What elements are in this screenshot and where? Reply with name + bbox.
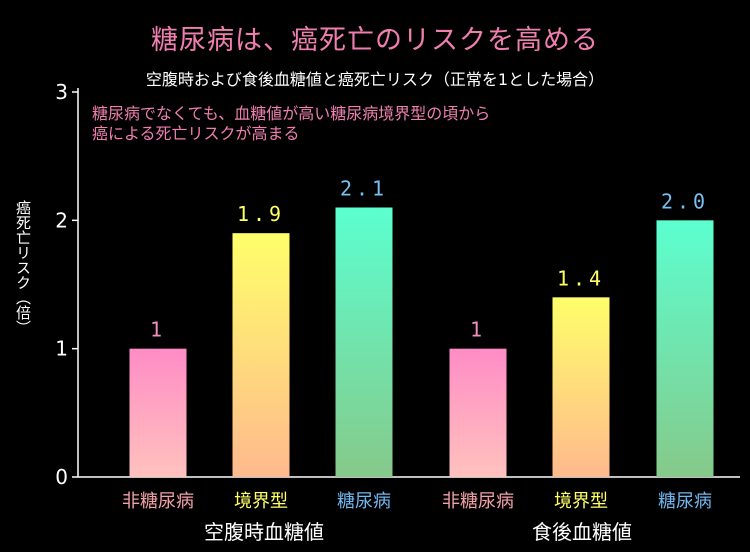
bar bbox=[129, 348, 187, 477]
annotation-line-1: 糖尿病でなくても、血糖値が高い糖尿病境界型の頃から bbox=[92, 104, 491, 123]
annotation-line-2: 癌による死亡リスクが高まる bbox=[92, 124, 300, 143]
bar bbox=[449, 348, 507, 477]
bar-value-label: 1 bbox=[150, 318, 166, 342]
bar bbox=[335, 207, 393, 477]
bar-value-label: 1.4 bbox=[557, 266, 605, 290]
chart-subtitle: 空腹時および食後血糖値と癌死亡リスク（正常を1とした場合） bbox=[145, 70, 605, 89]
x-category-label: 非糖尿病 bbox=[122, 491, 194, 512]
bar bbox=[232, 233, 290, 477]
y-tick-label: 3 bbox=[55, 80, 68, 104]
bar bbox=[552, 297, 610, 477]
bar-value-label: 1 bbox=[470, 318, 486, 342]
x-category-label: 糖尿病 bbox=[337, 491, 391, 512]
chart-annotation: 糖尿病でなくても、血糖値が高い糖尿病境界型の頃から 癌による死亡リスクが高まる bbox=[92, 104, 490, 144]
labels: 1非糖尿病1.9境界型2.1糖尿病空腹時血糖値1非糖尿病1.4境界型2.0糖尿病… bbox=[122, 177, 712, 545]
y-tick-label: 0 bbox=[55, 465, 68, 489]
chart-title: 糖尿病は、癌死亡のリスクを高める bbox=[151, 25, 599, 56]
y-tick-label: 2 bbox=[55, 208, 68, 232]
x-category-label: 境界型 bbox=[554, 491, 608, 512]
bars bbox=[129, 207, 714, 478]
x-category-label: 境界型 bbox=[234, 491, 288, 512]
x-group-label: 食後血糖値 bbox=[532, 520, 632, 544]
y-tick-label: 1 bbox=[55, 337, 68, 361]
bar-value-label: 2.0 bbox=[661, 189, 709, 213]
axes: 0 1 2 3 bbox=[55, 80, 740, 489]
bar-value-label: 2.1 bbox=[340, 177, 388, 201]
bar-value-label: 1.9 bbox=[237, 202, 285, 226]
x-group-label: 空腹時血糖値 bbox=[204, 520, 324, 544]
x-category-label: 非糖尿病 bbox=[442, 491, 514, 512]
x-category-label: 糖尿病 bbox=[658, 491, 712, 512]
y-axis-label: 癌死亡リスク（倍） bbox=[14, 200, 32, 335]
bar bbox=[656, 220, 714, 478]
